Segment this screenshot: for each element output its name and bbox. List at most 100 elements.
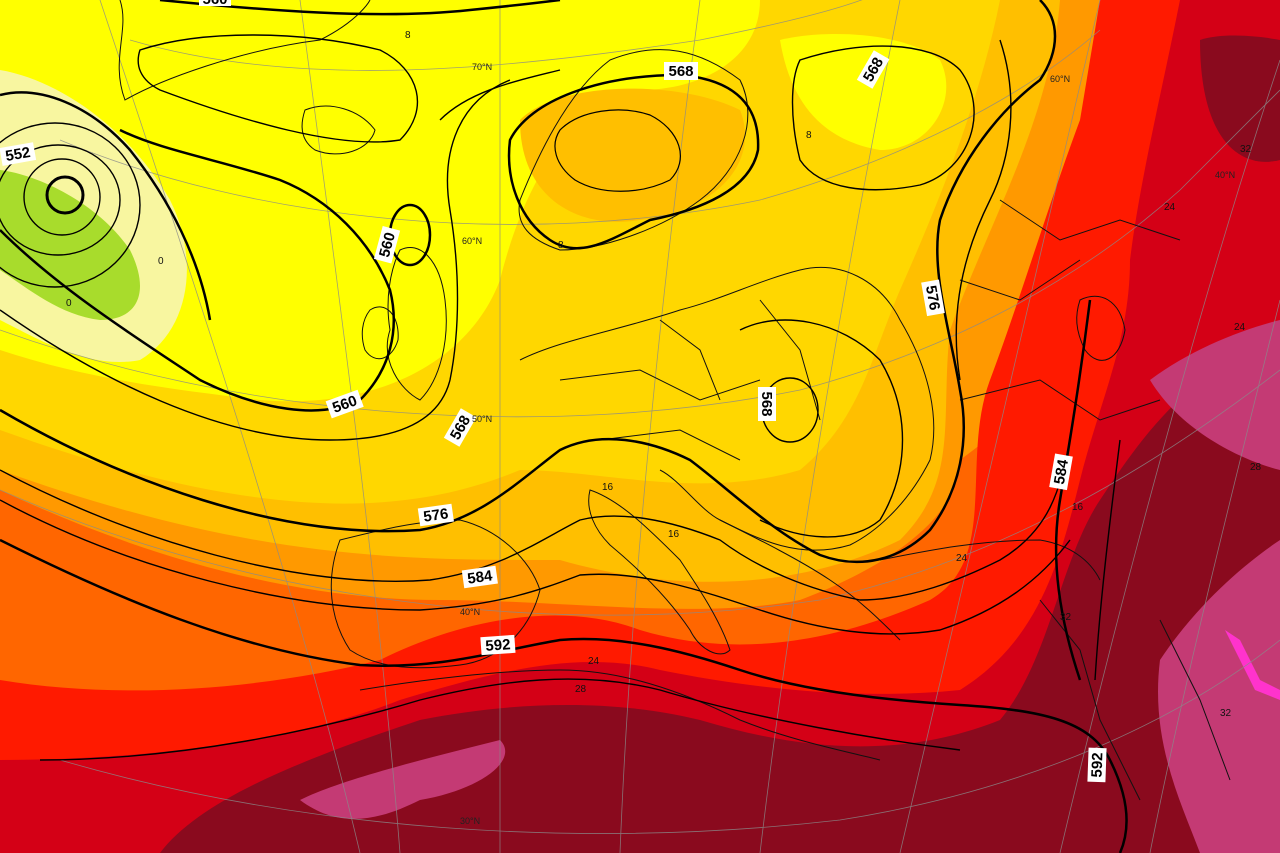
band-pink [1225, 630, 1280, 700]
temp-label: 24 [956, 553, 968, 564]
c576-east-2 [439, 69, 561, 121]
lat-label: 30°N [460, 816, 480, 826]
lat-40 [0, 369, 1280, 616]
contour-label: 552 [0, 142, 37, 166]
temp-label: 32 [1060, 612, 1072, 623]
contour-label: 568 [758, 387, 776, 421]
lat-label: 60°N [1050, 74, 1070, 84]
c560-west-line [0, 128, 395, 412]
geopotential-contours [0, 0, 1128, 853]
temp-label: 0 [66, 298, 72, 309]
lat-label: 50°N [472, 414, 492, 424]
norway-coast [518, 49, 749, 251]
c568-west-line [0, 79, 511, 441]
meridian-6 [899, 0, 1101, 853]
britain-coast [386, 247, 447, 401]
lat-label: 70°N [472, 62, 492, 72]
ireland-coast [361, 306, 399, 360]
meridian-8 [1149, 299, 1280, 853]
contour-label: 568 [664, 62, 698, 80]
temperature-labels: 0 0 8 8 8 16 16 16 24 24 24 24 28 32 32 … [66, 30, 1262, 719]
temp-label: 8 [558, 240, 564, 251]
svg-text:40°N: 40°N [1215, 170, 1235, 180]
border-7 [1159, 619, 1231, 781]
c568-north-loop [791, 45, 975, 191]
svg-text:70°N: 70°N [472, 62, 492, 72]
temp-label: 32 [1220, 708, 1232, 719]
band-yellow-n [780, 34, 947, 150]
c576-west-line [0, 0, 1057, 564]
svg-text:30°N: 30°N [460, 816, 480, 826]
lat-label: 40°N [460, 607, 480, 617]
temp-label: 24 [1234, 322, 1246, 333]
svg-text:560: 560 [202, 0, 227, 8]
lat-50 [0, 89, 1280, 418]
svg-text:592: 592 [1089, 752, 1107, 778]
svg-text:584: 584 [1051, 457, 1072, 485]
temp-label: 0 [158, 256, 164, 267]
meridian-2 [299, 0, 401, 853]
border-4 [759, 299, 821, 421]
scandi-inner [554, 109, 681, 192]
svg-text:568: 568 [758, 391, 775, 416]
contour-label: 568 [443, 408, 477, 447]
low-ring-4 [0, 122, 141, 288]
scandi-ring [507, 73, 760, 250]
africa-coast [359, 669, 881, 761]
band-green [0, 170, 140, 320]
temp-label: 8 [405, 30, 411, 41]
contour-label: 576 [417, 503, 454, 527]
band-magenta-se [1158, 540, 1280, 853]
meridian-1 [99, 0, 361, 853]
lat-label: 40°N [1215, 170, 1235, 180]
contour-label: 584 [461, 565, 498, 589]
border-3 [659, 319, 721, 401]
c568-east-line [739, 319, 904, 538]
svg-text:40°N: 40°N [460, 607, 480, 617]
temp-label: 16 [1072, 502, 1084, 513]
temp-label: 24 [588, 656, 600, 667]
svg-text:552: 552 [4, 144, 32, 165]
italy-coast [588, 489, 731, 655]
c552-line [0, 91, 212, 321]
low-ring-3 [0, 144, 121, 256]
lat-label: 60°N [462, 236, 482, 246]
svg-text:60°N: 60°N [1050, 74, 1070, 84]
contour-label: 560 [373, 225, 401, 264]
temp-label: 16 [602, 482, 614, 493]
lat-30 [59, 639, 1280, 834]
greenland-coast [118, 0, 371, 101]
latitude-labels: 70°N 60°N 50°N 40°N 40°N 30°N 60°N [460, 62, 1235, 826]
svg-text:568: 568 [668, 63, 693, 80]
contour-label: 568 [856, 50, 890, 89]
low-ring-2 [23, 158, 101, 236]
temp-label: 24 [1164, 202, 1176, 213]
svg-text:560: 560 [376, 231, 399, 260]
temp-label: 32 [1240, 144, 1252, 155]
c584-east-line [1054, 299, 1092, 681]
svg-text:576: 576 [922, 284, 943, 312]
c584b-line [0, 499, 1071, 635]
svg-text:60°N: 60°N [462, 236, 482, 246]
lat-70 [129, 0, 863, 71]
svg-text:584: 584 [466, 567, 494, 587]
temp-label: 16 [668, 529, 680, 540]
c584-west-line [0, 439, 1071, 601]
contour-label-group: 560 552 560 560 568 576 584 592 [0, 0, 1107, 783]
border-1 [559, 369, 761, 401]
border-2 [599, 429, 741, 461]
c560-loop [137, 34, 419, 143]
temp-label: 28 [1250, 462, 1262, 473]
caspian-coast [1076, 295, 1126, 361]
border-8 [999, 199, 1181, 241]
contour-label: 592 [1087, 747, 1107, 783]
c592b-line [39, 678, 961, 761]
contour-label: 584 [1049, 453, 1073, 491]
contour-label: 592 [480, 634, 516, 656]
svg-text:50°N: 50°N [472, 414, 492, 424]
c592-line [0, 538, 1128, 853]
lat-60 [59, 29, 1101, 225]
